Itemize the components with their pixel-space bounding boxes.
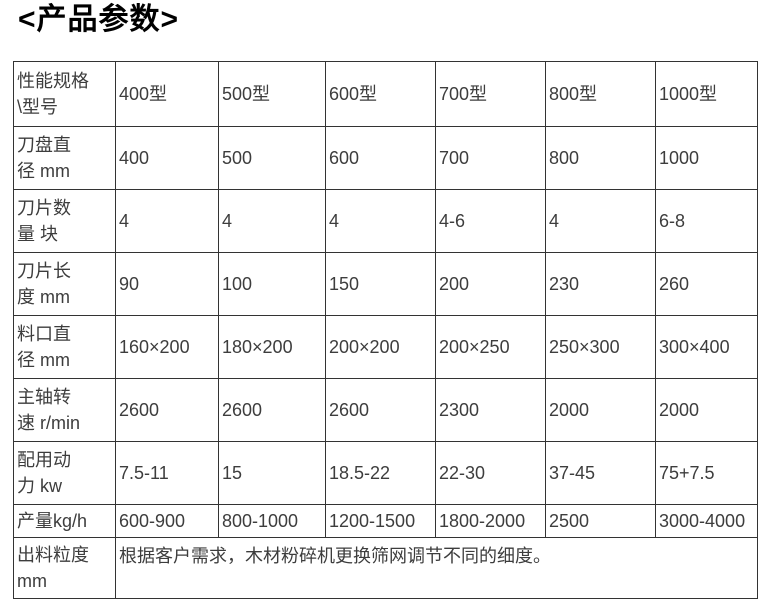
param-label-cell: 出料粒度 mm [13,537,116,599]
param-value-cell: 260 [655,252,758,316]
table-row: 产量kg/h 600-900 800-1000 1200-1500 1800-2000 2… [13,504,758,538]
param-value-cell: 300×400 [655,315,758,379]
param-value-cell: 180×200 [218,315,326,379]
param-value-cell: 200×200 [325,315,436,379]
param-value-cell: 4-6 [435,189,546,253]
param-value-cell: 90 [115,252,219,316]
param-value-cell: 1200-1500 [325,504,436,538]
table-body: 性能规格 \型号 400型 500型 600型 700型 800型 1000型 刀盘直 径 m… [13,61,758,599]
param-value-cell: 2500 [545,504,656,538]
table-row: 刀盘直 径 mm 400 500 600 700 800 1000 [13,126,758,190]
param-value-cell: 2000 [655,378,758,442]
param-value-cell: 700 [435,126,546,190]
param-value-cell: 7.5-11 [115,441,219,505]
param-value-cell: 1800-2000 [435,504,546,538]
param-value-cell: 2300 [435,378,546,442]
param-label-cell: 性能规格 \型号 [13,61,116,127]
param-value-cell: 4 [545,189,656,253]
model-header-cell: 700型 [435,61,546,127]
param-value-cell: 200 [435,252,546,316]
param-value-cell: 600 [325,126,436,190]
param-value-cell: 160×200 [115,315,219,379]
table-footer-row: 出料粒度 mm 根据客户需求，木材粉碎机更换筛网调节不同的细度。 [13,537,758,599]
param-value-cell: 2600 [325,378,436,442]
param-value-cell: 4 [218,189,326,253]
param-value-cell: 2000 [545,378,656,442]
param-value-cell: 6-8 [655,189,758,253]
param-label-cell: 产量kg/h [13,504,116,538]
param-value-cell: 800-1000 [218,504,326,538]
param-label-cell: 配用动 力 kw [13,441,116,505]
param-label-cell: 刀片数 量 块 [13,189,116,253]
param-label-cell: 刀片长 度 mm [13,252,116,316]
param-value-cell: 250×300 [545,315,656,379]
product-params-table: 性能规格 \型号 400型 500型 600型 700型 800型 1000型 刀盘直 径 m… [13,61,758,599]
param-label-cell: 料口直 径 mm [13,315,116,379]
param-value-cell: 3000-4000 [655,504,758,538]
param-value-cell: 75+7.5 [655,441,758,505]
param-value-cell: 4 [325,189,436,253]
param-value-cell: 22-30 [435,441,546,505]
param-value-cell: 800 [545,126,656,190]
table-row: 料口直 径 mm 160×200 180×200 200×200 200×250 250×… [13,315,758,379]
table-row: 刀片长 度 mm 90 100 150 200 230 260 [13,252,758,316]
param-value-cell: 4 [115,189,219,253]
table-header-row: 性能规格 \型号 400型 500型 600型 700型 800型 1000型 [13,61,758,127]
table-row: 配用动 力 kw 7.5-11 15 18.5-22 22-30 37-45 75+7.5 [13,441,758,505]
param-label-cell: 主轴转 速 r/min [13,378,116,442]
param-value-cell: 400 [115,126,219,190]
param-value-cell: 200×250 [435,315,546,379]
model-header-cell: 1000型 [655,61,758,127]
page-title: <产品参数> [18,3,180,36]
param-value-cell: 18.5-22 [325,441,436,505]
table-row: 刀片数 量 块 4 4 4 4-6 4 6-8 [13,189,758,253]
param-value-cell: 150 [325,252,436,316]
param-value-cell: 1000 [655,126,758,190]
note-cell: 根据客户需求，木材粉碎机更换筛网调节不同的细度。 [115,537,758,599]
param-value-cell: 600-900 [115,504,219,538]
model-header-cell: 600型 [325,61,436,127]
param-value-cell: 230 [545,252,656,316]
param-value-cell: 2600 [218,378,326,442]
param-value-cell: 500 [218,126,326,190]
table-row: 主轴转 速 r/min 2600 2600 2600 2300 2000 2000 [13,378,758,442]
model-header-cell: 400型 [115,61,219,127]
param-value-cell: 2600 [115,378,219,442]
model-header-cell: 500型 [218,61,326,127]
param-value-cell: 15 [218,441,326,505]
param-value-cell: 100 [218,252,326,316]
param-value-cell: 37-45 [545,441,656,505]
param-label-cell: 刀盘直 径 mm [13,126,116,190]
model-header-cell: 800型 [545,61,656,127]
